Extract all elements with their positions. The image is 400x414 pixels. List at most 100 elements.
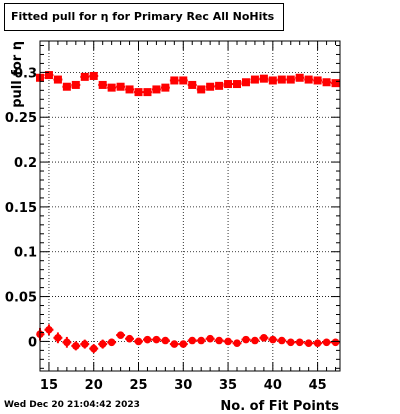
square-marker [215,81,224,90]
square-marker [295,73,304,82]
data-point [259,74,269,83]
data-point [44,71,54,80]
y-tick-label: 0 [28,335,37,350]
data-point [142,88,152,97]
data-point [277,336,287,345]
data-point [313,339,323,348]
data-point [178,340,188,348]
x-axis-label: No. of Fit Points [220,399,339,414]
data-point [277,75,287,84]
data-point [151,335,161,344]
marks-layer [36,71,340,354]
square-marker [322,78,331,87]
data-point [62,82,72,91]
timestamp: Wed Dec 20 21:04:42 2023 [4,400,140,410]
data-point [89,344,99,354]
square-marker [134,88,143,97]
y-tick-label: 0.1 [14,246,37,261]
circle-marker [170,340,179,348]
square-marker [304,75,313,84]
square-marker [188,80,197,89]
chart-title-box: Fitted pull for η for Primary Rec All No… [4,3,284,31]
square-marker [98,80,107,89]
circle-marker [331,338,340,347]
data-point [304,75,314,84]
data-point [107,338,117,347]
data-point [214,336,224,345]
x-tick-label: 45 [309,378,327,393]
y-tick-label: 0.2 [14,156,37,171]
data-point [295,338,305,347]
square-marker [116,82,125,91]
square-marker [250,75,259,84]
y-tick-label: 0.05 [5,291,37,306]
circle-marker [152,335,161,344]
plot-frame [39,40,341,372]
data-point [98,339,108,349]
data-point [142,335,152,344]
circle-marker [233,339,241,348]
data-point [116,82,126,91]
data-point [286,75,296,84]
x-tick-label: 20 [85,378,103,393]
circle-marker [98,340,107,348]
square-marker [125,85,134,94]
x-tick-label: 35 [219,378,237,393]
data-point [178,76,188,85]
square-marker [233,80,242,89]
data-point [232,339,242,348]
data-point [196,85,206,94]
circle-marker [313,339,322,348]
square-marker [71,80,80,89]
data-point [241,78,251,87]
circle-marker [304,339,313,348]
square-marker [331,79,340,88]
square-marker [62,82,71,91]
circle-marker [45,325,53,334]
square-marker [197,85,206,94]
circle-marker [72,342,80,350]
data-point [250,75,260,84]
square-marker [179,76,188,85]
data-point [53,75,63,84]
circle-marker [161,336,170,345]
circle-marker [206,334,214,343]
circle-marker [107,338,116,347]
circle-marker [197,336,205,345]
square-marker [152,85,161,94]
data-point [250,336,260,345]
data-point [89,71,99,80]
data-point [214,81,224,90]
x-tick-label: 30 [174,378,192,393]
circle-marker [215,336,223,345]
ticks-layer: 15 20 25 30 35 40 45 0 0.05 0.1 0.15 0.2 0.25 0.3 [5,41,340,393]
data-point [107,83,117,92]
data-point [196,336,206,345]
data-point [71,341,81,351]
data-point [331,79,340,88]
data-point [80,72,90,81]
circle-marker [286,338,295,347]
square-marker [286,75,295,84]
square-marker [161,83,170,92]
data-point [223,337,233,346]
data-point [223,80,233,89]
data-point [169,76,179,85]
data-point [322,78,332,87]
circle-marker [89,344,98,353]
circle-marker [277,336,286,345]
circle-marker [251,336,259,345]
data-point [268,335,278,344]
data-point [169,340,179,348]
square-marker [170,76,179,85]
data-point [205,334,215,343]
circle-marker [179,340,188,348]
data-point [313,76,323,85]
circle-marker [269,335,277,344]
data-point [125,334,135,343]
y-tick-label: 0.3 [14,66,37,81]
square-marker [80,72,89,81]
data-point [187,80,197,89]
y-axis-label: pull for η [10,41,25,108]
